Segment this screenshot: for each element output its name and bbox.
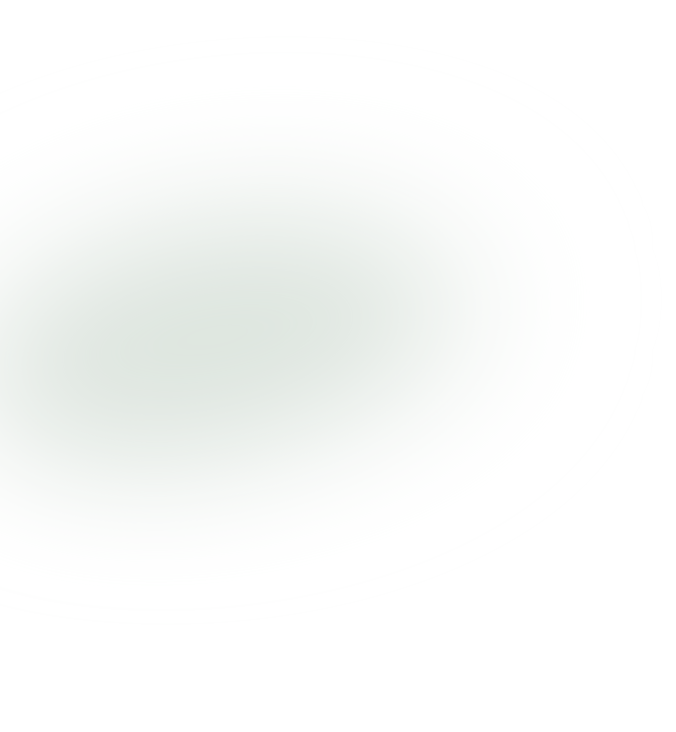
glow-core	[0, 246, 368, 474]
blur-group	[0, 155, 558, 505]
